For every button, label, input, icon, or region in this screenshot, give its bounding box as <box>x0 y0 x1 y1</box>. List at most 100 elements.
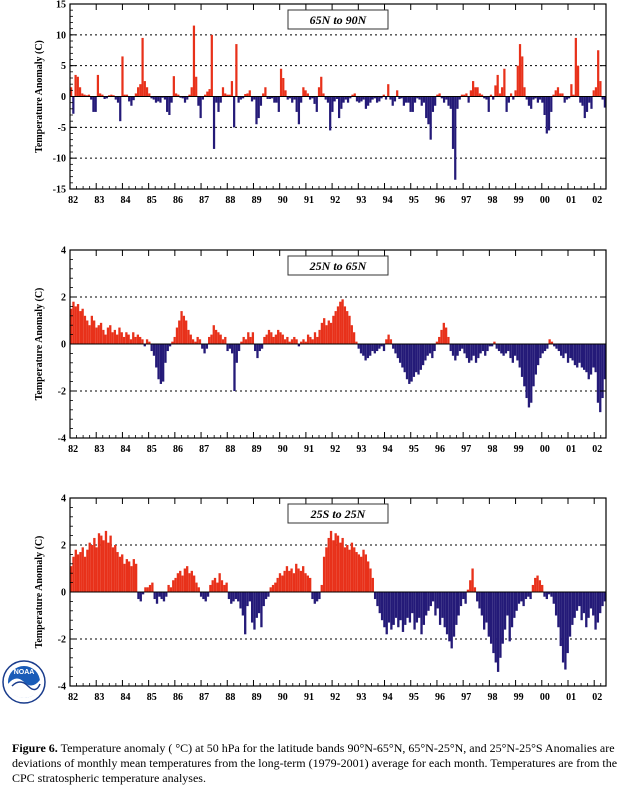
data-bar <box>431 344 434 359</box>
data-bar <box>302 339 305 344</box>
data-bar <box>180 311 183 344</box>
data-bar <box>418 96 421 100</box>
data-bar <box>201 344 204 349</box>
data-bar <box>116 552 119 592</box>
data-bar <box>507 96 510 103</box>
data-bar <box>217 96 220 112</box>
data-bar <box>212 325 215 344</box>
data-bar <box>402 96 405 106</box>
y-axis-label: Temperature Anomaly (C) <box>34 288 45 401</box>
data-bar <box>221 339 225 344</box>
data-bar <box>339 301 342 344</box>
data-bar <box>95 547 98 592</box>
data-bar <box>72 556 75 592</box>
data-bar <box>394 344 397 354</box>
data-bar <box>121 554 124 592</box>
x-tick-label: 98 <box>487 444 497 455</box>
data-bar <box>76 76 79 97</box>
data-bar <box>449 96 452 109</box>
data-bar <box>525 96 528 100</box>
data-bar <box>441 592 444 618</box>
data-bar <box>183 568 187 592</box>
data-bar <box>199 96 202 119</box>
data-bar <box>79 552 82 592</box>
data-bar <box>191 339 195 344</box>
x-tick-label: 88 <box>225 444 235 455</box>
data-bar <box>603 592 606 602</box>
data-bar <box>576 344 579 368</box>
data-bar <box>154 96 158 103</box>
data-bar <box>279 332 282 344</box>
data-bar <box>502 344 505 356</box>
data-bar <box>382 94 385 97</box>
data-bar <box>457 592 460 616</box>
data-bar <box>599 81 602 97</box>
data-bar <box>266 96 269 99</box>
data-bar <box>235 44 238 97</box>
data-bar <box>373 96 376 99</box>
data-bar <box>447 336 450 344</box>
data-bar <box>401 344 404 368</box>
data-bar <box>589 592 593 609</box>
x-tick-label: 96 <box>435 692 445 703</box>
caption-text: Temperature anomaly ( °C) at 50 hPa for … <box>12 741 618 785</box>
data-bar <box>178 320 181 344</box>
data-bar <box>472 81 475 97</box>
data-bar <box>534 344 537 375</box>
data-bar <box>177 94 180 97</box>
data-bar <box>532 344 535 387</box>
x-tick-label: 95 <box>409 692 419 703</box>
data-bar <box>357 344 360 349</box>
data-bar <box>341 299 344 344</box>
data-bar <box>527 592 530 597</box>
data-bar <box>548 339 551 344</box>
data-bar <box>158 592 161 597</box>
y-tick-label: 15 <box>56 0 66 11</box>
data-bar <box>509 344 512 359</box>
data-bar <box>304 573 307 592</box>
data-bar <box>592 90 595 97</box>
data-bar <box>216 582 219 592</box>
data-bar <box>547 96 551 131</box>
data-bar <box>209 584 212 592</box>
data-bar <box>492 592 495 654</box>
data-bar <box>405 96 408 103</box>
data-bar <box>536 575 539 592</box>
data-bar <box>313 592 316 604</box>
data-bar <box>389 339 393 344</box>
data-bar <box>85 95 88 97</box>
data-bar <box>375 96 379 103</box>
data-bar <box>369 568 372 592</box>
data-bar <box>541 584 544 592</box>
data-bar <box>247 332 250 344</box>
data-bar <box>599 344 602 413</box>
data-bar <box>429 592 432 607</box>
data-bar <box>326 96 330 103</box>
data-bar <box>214 329 218 344</box>
data-bar <box>211 580 214 592</box>
data-bar <box>587 344 590 380</box>
data-bar <box>125 332 128 344</box>
data-bar <box>514 90 517 97</box>
data-bar <box>469 90 472 97</box>
data-bar <box>157 344 160 380</box>
data-bar <box>295 563 298 592</box>
data-bar <box>353 93 356 97</box>
data-bar <box>304 90 307 97</box>
data-bar <box>408 592 412 623</box>
data-bar <box>297 96 301 125</box>
data-bar <box>137 592 140 600</box>
data-bar <box>585 344 588 373</box>
data-bar <box>325 547 328 592</box>
data-bar <box>302 566 305 592</box>
x-tick-label: 92 <box>330 444 340 455</box>
data-bar <box>329 96 332 131</box>
data-bar <box>578 344 581 363</box>
data-bar <box>104 334 107 344</box>
data-bar <box>118 556 122 592</box>
y-tick-label: -10 <box>53 154 66 165</box>
y-tick-label: -2 <box>58 387 66 398</box>
data-bar <box>150 344 153 352</box>
data-bar <box>107 542 110 592</box>
x-tick-label: 96 <box>435 195 445 206</box>
